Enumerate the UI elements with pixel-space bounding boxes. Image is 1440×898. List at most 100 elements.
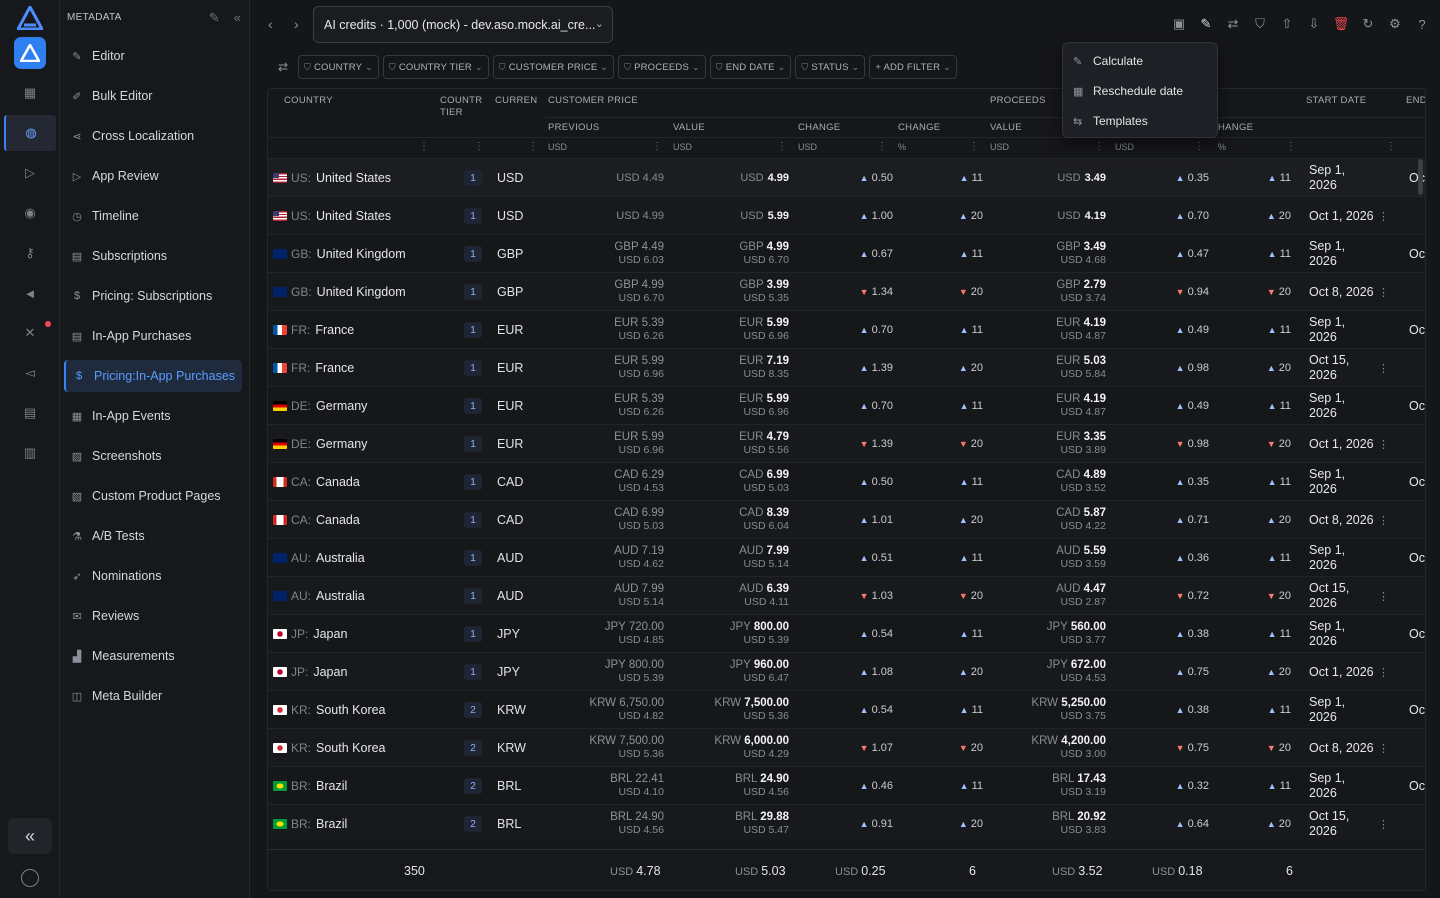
tier-cell[interactable]: 2 bbox=[464, 767, 482, 805]
sidebar-item-cross-localization[interactable]: ⋖ Cross Localization bbox=[64, 120, 242, 152]
grid-icon[interactable]: ▦ bbox=[23, 85, 37, 100]
table-row[interactable]: AU: Australia 1 AUD AUD 7.19 USD 4.62 AUD 7.99… bbox=[268, 538, 1425, 577]
app-icon[interactable] bbox=[14, 37, 46, 69]
value-cell[interactable]: AUD 6.39 USD 4.11 bbox=[689, 577, 789, 615]
tier-cell[interactable]: 1 bbox=[464, 197, 482, 235]
proceeds-change-pct-cell[interactable]: ▲ 11 bbox=[1249, 539, 1291, 577]
help-icon[interactable]: ? bbox=[1418, 16, 1426, 32]
table-row[interactable]: CA: Canada 1 CAD CAD 6.29 USD 4.53 CAD 6.99 USD… bbox=[268, 462, 1425, 501]
sidebar-item-reviews[interactable]: ✉ Reviews bbox=[64, 600, 242, 632]
table-row[interactable]: DE: Germany 1 EUR EUR 5.99 USD 6.96 EUR 4.79 US… bbox=[268, 424, 1425, 463]
value-cell[interactable]: EUR 5.99 USD 6.96 bbox=[689, 387, 789, 425]
change-cell[interactable]: ▲ 0.50 bbox=[833, 159, 893, 197]
currency-cell[interactable]: BRL bbox=[497, 817, 522, 831]
proceeds-change-cell[interactable]: ▲ 0.70 bbox=[1139, 197, 1209, 235]
table-row[interactable]: DE: Germany 1 EUR EUR 5.39 USD 6.26 EUR 5.99 US… bbox=[268, 386, 1425, 425]
proceeds-change-cell[interactable]: ▲ 0.38 bbox=[1139, 615, 1209, 653]
start-date-cell[interactable]: Sep 1, 2026 bbox=[1309, 239, 1346, 268]
change-pct-cell[interactable]: ▲ 11 bbox=[933, 311, 983, 349]
value-cell[interactable]: EUR 5.99 USD 6.96 bbox=[689, 311, 789, 349]
country-cell[interactable]: JP: Japan bbox=[273, 653, 347, 691]
currency-cell[interactable]: CAD bbox=[497, 513, 524, 527]
filter-chip-country-tier[interactable]: ⛉ COUNTRY TIER ⌄ bbox=[382, 55, 489, 79]
proceeds-change-cell[interactable]: ▼ 0.98 bbox=[1139, 425, 1209, 463]
proceeds-change-cell[interactable]: ▲ 0.49 bbox=[1139, 311, 1209, 349]
row-menu-icon[interactable]: ⋮ bbox=[1378, 362, 1389, 375]
tier-cell[interactable]: 1 bbox=[464, 159, 482, 197]
change-cell[interactable]: ▲ 0.50 bbox=[833, 463, 893, 501]
proceeds-change-cell[interactable]: ▲ 0.36 bbox=[1139, 539, 1209, 577]
proceeds-change-cell[interactable]: ▲ 0.75 bbox=[1139, 653, 1209, 691]
proceeds-value-cell[interactable]: EUR 4.19 USD 4.87 bbox=[1006, 387, 1106, 425]
proceeds-value-cell[interactable]: USD 3.49 bbox=[1006, 159, 1106, 197]
database-icon[interactable]: ▥ bbox=[23, 445, 37, 460]
sidebar-item-timeline[interactable]: ◷ Timeline bbox=[64, 200, 242, 232]
value-cell[interactable]: GBP 4.99 USD 6.70 bbox=[689, 235, 789, 273]
start-date-cell[interactable]: Sep 1, 2026 bbox=[1309, 467, 1346, 496]
app-selector[interactable]: AI credits · 1,000 (mock) - dev.aso.mock… bbox=[313, 6, 613, 43]
tier-cell[interactable]: 1 bbox=[464, 273, 482, 311]
country-cell[interactable]: BR: Brazil bbox=[273, 805, 347, 843]
proceeds-change-pct-cell[interactable]: ▲ 20 bbox=[1249, 501, 1291, 539]
sidebar-item-custom-product-pages[interactable]: ▧ Custom Product Pages bbox=[64, 480, 242, 512]
change-cell[interactable]: ▲ 0.67 bbox=[833, 235, 893, 273]
sidebar-item-pricing-subscriptions[interactable]: $ Pricing: Subscriptions bbox=[64, 280, 242, 312]
change-pct-cell[interactable]: ▼ 20 bbox=[933, 729, 983, 767]
start-date-cell[interactable]: Oct 8, 2026 bbox=[1309, 284, 1374, 299]
sidebar-item-pricing-in-app-purchases[interactable]: $ Pricing:In-App Purchases bbox=[64, 360, 242, 392]
previous-price-cell[interactable]: CAD 6.99 USD 5.03 bbox=[564, 501, 664, 539]
currency-cell[interactable]: JPY bbox=[497, 627, 520, 641]
country-cell[interactable]: JP: Japan bbox=[273, 615, 347, 653]
country-cell[interactable]: AU: Australia bbox=[273, 539, 365, 577]
tier-cell[interactable]: 1 bbox=[464, 463, 482, 501]
value-cell[interactable]: EUR 7.19 USD 8.35 bbox=[689, 349, 789, 387]
scrollbar[interactable] bbox=[1418, 159, 1423, 195]
change-pct-cell[interactable]: ▲ 11 bbox=[933, 691, 983, 729]
filter-icon[interactable]: ⛉ bbox=[1255, 16, 1265, 31]
change-pct-cell[interactable]: ▲ 20 bbox=[933, 197, 983, 235]
start-date-cell[interactable]: Sep 1, 2026 bbox=[1309, 163, 1346, 192]
start-date-cell[interactable]: Sep 1, 2026 bbox=[1309, 695, 1346, 724]
row-menu-icon[interactable]: ⋮ bbox=[1378, 514, 1389, 527]
value-cell[interactable]: USD 5.99 bbox=[689, 197, 789, 235]
previous-price-cell[interactable]: KRW 7,500.00 USD 5.36 bbox=[564, 729, 664, 767]
col-header-change[interactable]: CHANGE bbox=[798, 122, 841, 133]
previous-price-cell[interactable]: EUR 5.39 USD 6.26 bbox=[564, 311, 664, 349]
megaphone-icon[interactable]: ◄ bbox=[23, 285, 37, 301]
previous-price-cell[interactable]: USD 4.49 bbox=[564, 159, 664, 197]
previous-price-cell[interactable]: BRL 24.90 USD 4.56 bbox=[564, 805, 664, 843]
currency-cell[interactable]: GBP bbox=[497, 247, 524, 261]
change-cell[interactable]: ▲ 0.54 bbox=[833, 691, 893, 729]
change-pct-cell[interactable]: ▼ 20 bbox=[933, 425, 983, 463]
start-date-cell[interactable]: Oct 8, 2026 bbox=[1309, 740, 1374, 755]
previous-price-cell[interactable]: CAD 6.29 USD 4.53 bbox=[564, 463, 664, 501]
proceeds-change-pct-cell[interactable]: ▼ 20 bbox=[1249, 729, 1291, 767]
previous-price-cell[interactable]: AUD 7.99 USD 5.14 bbox=[564, 577, 664, 615]
proceeds-change-pct-cell[interactable]: ▼ 20 bbox=[1249, 577, 1291, 615]
proceeds-change-pct-cell[interactable]: ▲ 11 bbox=[1249, 311, 1291, 349]
change-cell[interactable]: ▲ 0.51 bbox=[833, 539, 893, 577]
value-cell[interactable]: CAD 6.99 USD 5.03 bbox=[689, 463, 789, 501]
table-row[interactable]: GB: United Kingdom 1 GBP GBP 4.49 USD 6.03 GBP… bbox=[268, 234, 1425, 273]
change-pct-cell[interactable]: ▲ 11 bbox=[933, 387, 983, 425]
country-cell[interactable]: KR: South Korea bbox=[273, 691, 386, 729]
tier-cell[interactable]: 2 bbox=[464, 691, 482, 729]
column-menu-icon[interactable]: ⋮ bbox=[877, 141, 887, 152]
country-cell[interactable]: BR: Brazil bbox=[273, 767, 347, 805]
save-icon[interactable]: ▣ bbox=[1172, 16, 1186, 31]
currency-cell[interactable]: BRL bbox=[497, 779, 522, 793]
end-date-cell[interactable]: Oc bbox=[1409, 475, 1425, 489]
start-date-cell[interactable]: Oct 8, 2026 bbox=[1309, 512, 1374, 527]
previous-price-cell[interactable]: EUR 5.39 USD 6.26 bbox=[564, 387, 664, 425]
previous-price-cell[interactable]: KRW 6,750.00 USD 4.82 bbox=[564, 691, 664, 729]
change-cell[interactable]: ▲ 1.39 bbox=[833, 349, 893, 387]
proceeds-change-pct-cell[interactable]: ▲ 11 bbox=[1249, 463, 1291, 501]
end-date-cell[interactable]: Oc bbox=[1409, 779, 1425, 793]
swap-columns-icon[interactable]: ⇄ bbox=[277, 60, 289, 74]
change-cell[interactable]: ▲ 0.70 bbox=[833, 311, 893, 349]
tier-cell[interactable]: 1 bbox=[464, 653, 482, 691]
proceeds-change-cell[interactable]: ▼ 0.75 bbox=[1139, 729, 1209, 767]
table-row[interactable]: GB: United Kingdom 1 GBP GBP 4.99 USD 6.70 GBP… bbox=[268, 272, 1425, 311]
proceeds-change-cell[interactable]: ▼ 0.72 bbox=[1139, 577, 1209, 615]
proceeds-change-cell[interactable]: ▲ 0.98 bbox=[1139, 349, 1209, 387]
